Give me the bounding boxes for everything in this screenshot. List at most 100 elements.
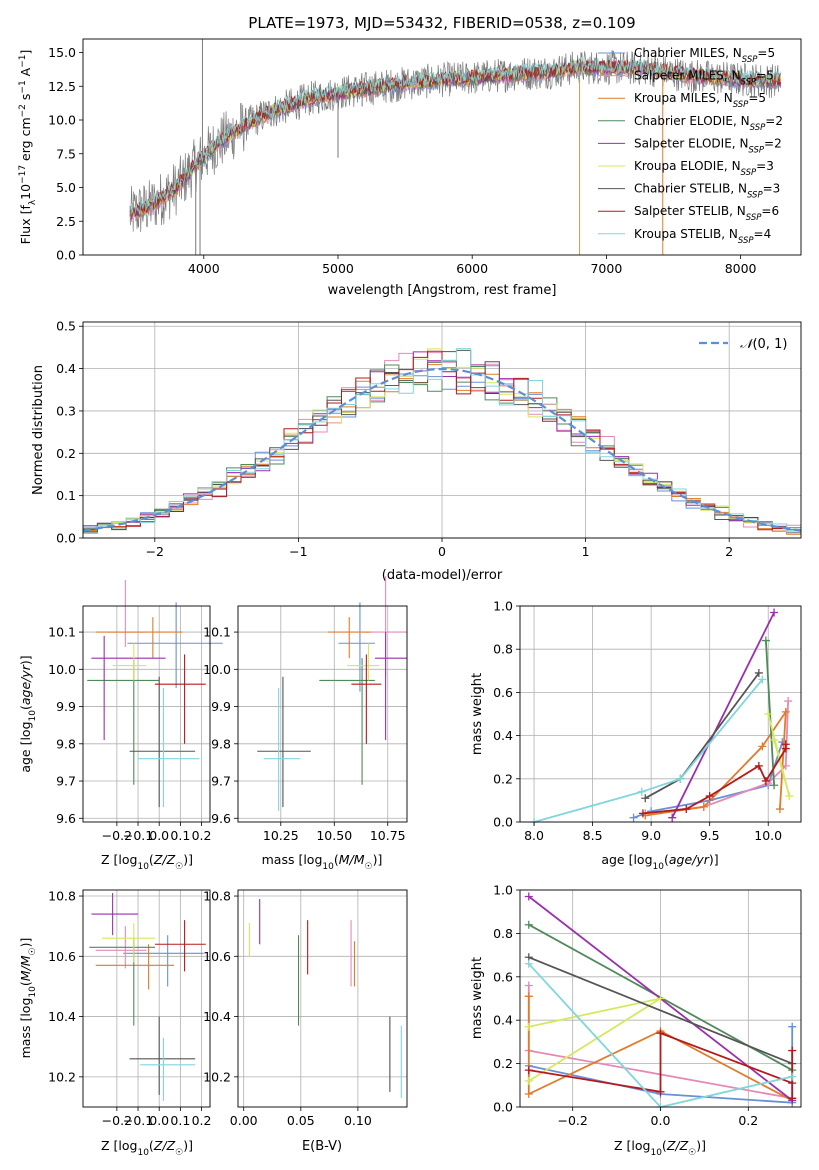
label-part: Z/Z <box>153 852 176 867</box>
weight-polyline <box>528 1031 794 1099</box>
label-part: 10 <box>137 1148 149 1158</box>
weight-marker <box>781 740 790 749</box>
weight-marker <box>524 959 533 968</box>
weight-marker <box>682 805 691 814</box>
legend-entry: Salpeter MILES, NSSP=5 <box>634 69 774 88</box>
y-axis-label: mass weight <box>470 957 485 1039</box>
label-part: age [log <box>601 852 652 867</box>
legend-nssp-value: 3 <box>773 182 781 196</box>
axes-frame <box>82 38 802 256</box>
weight-marker <box>764 710 773 718</box>
y-tick-label: 10.2 <box>203 1069 231 1084</box>
label-part: )] <box>709 852 719 867</box>
legend-name: Kroupa STELIB <box>634 227 721 241</box>
y-axis-label: mass weight <box>470 673 485 755</box>
x-tick-label: 0.2 <box>192 1113 212 1128</box>
y-tick-label: 10.0 <box>203 662 231 677</box>
legend-name: Salpeter STELIB <box>634 204 729 218</box>
weight-marker <box>637 787 646 796</box>
label-part: )] <box>183 1138 193 1153</box>
weight-marker <box>758 742 767 751</box>
x-tick-label: 0.10 <box>344 1113 372 1128</box>
y-axis-label-part: ] <box>18 50 33 55</box>
weight-line-kroupa-elodie <box>524 994 665 1085</box>
legend-sep: , <box>716 91 724 105</box>
label-part: Z [log <box>101 1138 137 1153</box>
label-part: ☉ <box>175 1148 183 1158</box>
legend-name: Chabrier MILES <box>634 46 725 60</box>
label-part: Z/Z <box>153 1138 176 1153</box>
legend-nssp-sub: SSP <box>738 236 754 246</box>
label-part: Z [log <box>101 852 137 867</box>
plot-area-spectrum <box>129 39 781 255</box>
label-part: ( <box>149 852 154 867</box>
y-tick-label: 10.4 <box>48 1009 76 1024</box>
legend-entry-normal: 𝒩(0, 1) <box>740 337 787 352</box>
x-tick-label: −2 <box>146 544 164 559</box>
label-part: mass [log <box>262 852 323 867</box>
plot-area-age_vs_Z <box>87 579 223 808</box>
errorbar-chabrier-stelib <box>129 1016 196 1095</box>
weight-marker <box>524 1076 533 1085</box>
label-part: ( <box>149 1138 154 1153</box>
weight-polyline <box>533 678 764 823</box>
weight-marker <box>781 707 790 716</box>
x-tick-label: 8000 <box>725 261 757 276</box>
label-part: 10 <box>650 1148 662 1158</box>
x-tick-label: 0.0 <box>149 828 169 843</box>
weight-marker <box>775 805 784 814</box>
errorbar-kroupa-stelib <box>263 687 301 811</box>
legend-nssp-prefix: N <box>733 46 742 60</box>
legend-entry: Salpeter STELIB, NSSP=6 <box>634 204 779 223</box>
y-tick-label: 2.5 <box>56 214 76 229</box>
legend-eq: = <box>757 46 767 60</box>
plot-area-residuals <box>82 348 802 535</box>
weight-marker <box>524 1022 533 1031</box>
axes-frame <box>237 605 408 823</box>
legend-sep: , <box>721 227 729 241</box>
axes-frame <box>82 889 211 1108</box>
axes-spectrum: 4000 5000 6000 7000 8000 0.0 2.5 5.0 7.5 10.0 12.5… <box>18 38 802 298</box>
axes-frame <box>237 889 408 1108</box>
label-part: ( <box>664 852 669 867</box>
label-part: ( <box>18 705 33 710</box>
y-tick-label: 0.8 <box>493 642 513 657</box>
y-tick-label: 0.1 <box>56 488 76 503</box>
y-tick-label: 10.8 <box>48 889 76 904</box>
weight-marker <box>705 792 714 801</box>
y-tick-label: 10.0 <box>48 662 76 677</box>
legend-name: Chabrier ELODIE <box>634 114 733 128</box>
y-axis-label-part: −1 <box>18 55 28 68</box>
weight-line-salpeter-stelib <box>524 1029 797 1103</box>
label-part: ☉ <box>175 862 183 872</box>
legend-nssp-sub: SSP <box>733 100 749 110</box>
errorbar-kroupa-elodie <box>102 923 155 963</box>
y-tick-label: 5.0 <box>56 180 76 195</box>
y-tick-label: 0.2 <box>56 446 76 461</box>
x-tick-label: 0.2 <box>738 1113 758 1128</box>
label-part: 10 <box>653 862 665 872</box>
legend-name: Kroupa MILES <box>634 91 716 105</box>
weight-marker <box>524 920 533 929</box>
y-tick-label: 9.6 <box>56 811 76 826</box>
x-axis-label: wavelength [Angstrom, rest frame] <box>328 283 557 298</box>
errorbar-chabrier-stelib <box>129 676 196 808</box>
axes-age_vs_mass: 10.25 10.50 10.75 9.6 9.7 9.8 9.9 10.0 10.1 mass … <box>203 576 408 872</box>
weight-marker <box>784 697 793 706</box>
label-part: )] <box>18 655 33 665</box>
y-tick-label: 1.0 <box>493 883 513 898</box>
legend-eq: = <box>763 182 773 196</box>
weight-marker <box>524 892 533 901</box>
y-tick-label: 10.1 <box>48 625 76 640</box>
x-tick-label: −0.1 <box>123 1113 153 1128</box>
y-tick-label: 10.2 <box>48 1069 76 1084</box>
weight-polyline <box>527 996 793 1102</box>
weight-marker <box>754 668 763 677</box>
y-tick-label: 9.9 <box>211 699 231 714</box>
legend-nssp-value: 6 <box>771 204 779 218</box>
y-tick-label: 7.5 <box>56 146 76 161</box>
weight-marker <box>788 1022 797 1031</box>
legend-entry: Kroupa STELIB, NSSP=4 <box>634 227 771 246</box>
legend-entry: Chabrier ELODIE, NSSP=2 <box>634 114 783 133</box>
